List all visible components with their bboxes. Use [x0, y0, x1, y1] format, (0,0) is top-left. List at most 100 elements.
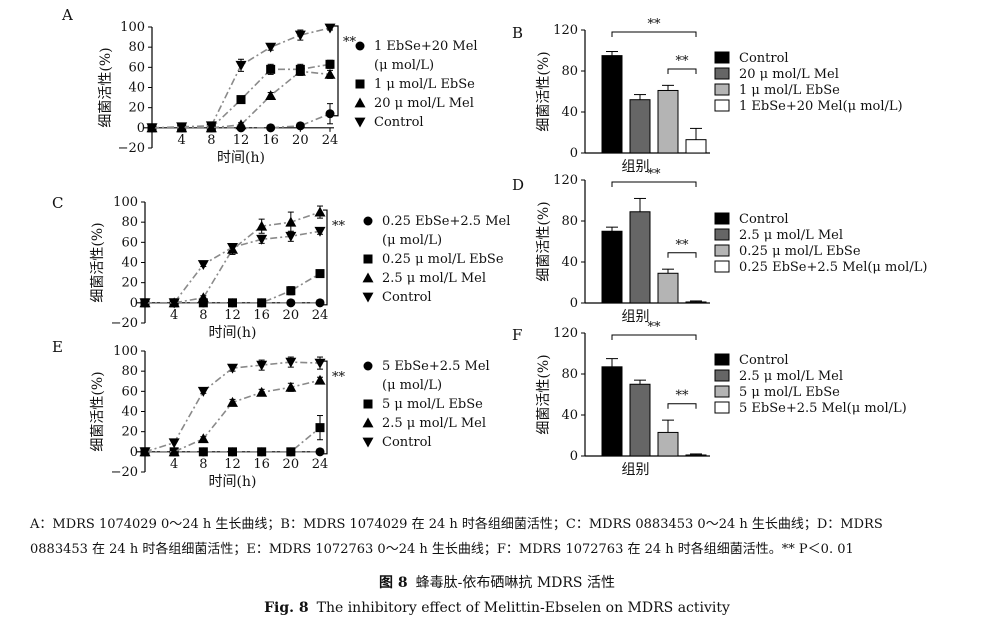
bar [685, 454, 707, 457]
bar [685, 139, 707, 154]
legend-label: 5 EbSe+2.5 Mel(μ mol/L) [739, 401, 907, 416]
legend-item: 5 μ mol/L EbSe [714, 385, 840, 400]
legend-swatch [714, 385, 730, 398]
bar-2 [629, 379, 651, 457]
data-point [235, 60, 247, 71]
data-point [227, 363, 238, 374]
figure-label-en: Fig. 8 [264, 600, 309, 616]
data-point [315, 269, 325, 279]
y-tick-label: 40 [561, 105, 578, 120]
y-tick-label: 60 [128, 60, 145, 75]
legend-item: 0.25 μ mol/L EbSe [714, 244, 861, 259]
legend-item: 5 EbSe+2.5 Mel (μ mol/L) [363, 359, 490, 393]
bar [629, 383, 651, 457]
legend-item: Control [714, 51, 789, 66]
bar-4 [685, 127, 707, 154]
significance-mark: ** [648, 167, 662, 182]
legend-label: Control [382, 290, 432, 305]
legend-item: 5 μ mol/L EbSe [363, 397, 483, 412]
bar [629, 99, 651, 154]
bar [657, 272, 679, 304]
caption-line-2: 0883453 在 24 h 时各组细菌活性；E：MDRS 1072763 0～… [30, 542, 854, 557]
figure-title-cn: 图 8 蜂毒肽-依布硒啉抗 MDRS 活性 [0, 572, 994, 592]
x-tick-label: 24 [312, 308, 329, 323]
y-tick-label: 80 [121, 364, 138, 379]
legend-item: 2.5 μ mol/L Mel [362, 416, 486, 431]
legend-item: 0.25 μ mol/L EbSe [363, 252, 504, 267]
legend-label: 5 μ mol/L EbSe [382, 397, 483, 412]
x-tick-label: 16 [253, 457, 270, 472]
y-tick-label: 120 [553, 326, 578, 341]
data-point [205, 121, 217, 132]
legend-swatch [714, 244, 730, 257]
figure-label-cn: 图 8 [379, 575, 408, 591]
significance-mark: ** [648, 320, 662, 335]
data-point [315, 423, 325, 433]
y-tick-label: 60 [121, 384, 138, 399]
series-square [140, 415, 325, 457]
x-axis-label: 组别 [622, 159, 650, 175]
legend-label-line2: (μ mol/L) [374, 58, 434, 73]
figure-title-cn-text: 蜂毒肽-依布硒啉抗 MDRS 活性 [415, 575, 615, 591]
bar [657, 431, 679, 457]
legend-label: 0.25 μ mol/L EbSe [739, 244, 861, 259]
legend-label: Control [374, 115, 424, 130]
chart-panel-e: E −20 0 20 40 60 80 100 4 8 12 16 20 24 时间(h) 细菌活性(%) **… [52, 338, 490, 490]
data-point [256, 234, 268, 245]
data-point [286, 298, 296, 308]
x-axis-label: 时间(h) [209, 474, 257, 490]
y-tick-label: 40 [561, 408, 578, 423]
significance-bracket [611, 31, 697, 38]
bar-1 [601, 226, 623, 304]
legend-marker [355, 41, 365, 51]
data-point [314, 358, 326, 369]
data-point [285, 381, 297, 392]
y-tick-label: 40 [121, 256, 138, 271]
bar [601, 366, 623, 457]
y-tick-label: 40 [128, 81, 145, 96]
y-tick-label: 100 [113, 344, 138, 359]
x-tick-label: 4 [170, 308, 178, 323]
legend-marker [363, 216, 373, 226]
x-tick-label: 20 [283, 457, 300, 472]
figure-title-en-text: The inhibitory effect of Melittin-Ebsele… [316, 600, 730, 616]
legend-item: Control [362, 290, 432, 305]
y-tick-label: 0 [570, 146, 578, 161]
caption-line-1: A：MDRS 1074029 0～24 h 生长曲线；B：MDRS 107402… [30, 517, 883, 532]
bar-3 [657, 419, 679, 457]
legend-swatch [714, 260, 730, 273]
bar-1 [601, 51, 623, 154]
y-tick-label: 80 [561, 367, 578, 382]
x-tick-label: 8 [207, 133, 215, 148]
data-point [197, 260, 209, 271]
bar [685, 301, 707, 304]
y-axis-label: 细菌活性(%) [90, 371, 106, 451]
data-point [295, 121, 305, 131]
data-point [315, 447, 325, 457]
x-tick-label: 8 [199, 457, 207, 472]
series-square [140, 269, 325, 308]
significance-mark: ** [332, 219, 346, 234]
x-tick-label: 4 [178, 133, 186, 148]
y-tick-label: 0 [570, 296, 578, 311]
data-point [286, 447, 296, 457]
series-triangle-down [139, 226, 326, 309]
legend-label: 20 μ mol/L Mel [739, 67, 839, 82]
significance-mark: ** [676, 54, 690, 69]
legend-marker [363, 361, 373, 371]
series-triangle [139, 374, 326, 457]
legend-label: Control [739, 51, 789, 66]
significance-bracket [667, 403, 697, 409]
y-tick-label: −20 [118, 141, 145, 156]
x-tick-label: 16 [262, 133, 279, 148]
y-tick-label: 0 [137, 121, 145, 136]
data-point [228, 447, 237, 457]
data-point [198, 447, 208, 457]
y-tick-label: 80 [561, 64, 578, 79]
series-line [151, 27, 331, 129]
legend-marker [362, 292, 374, 303]
data-point [146, 123, 158, 134]
legend-label: Control [382, 435, 432, 450]
data-point [286, 286, 296, 296]
